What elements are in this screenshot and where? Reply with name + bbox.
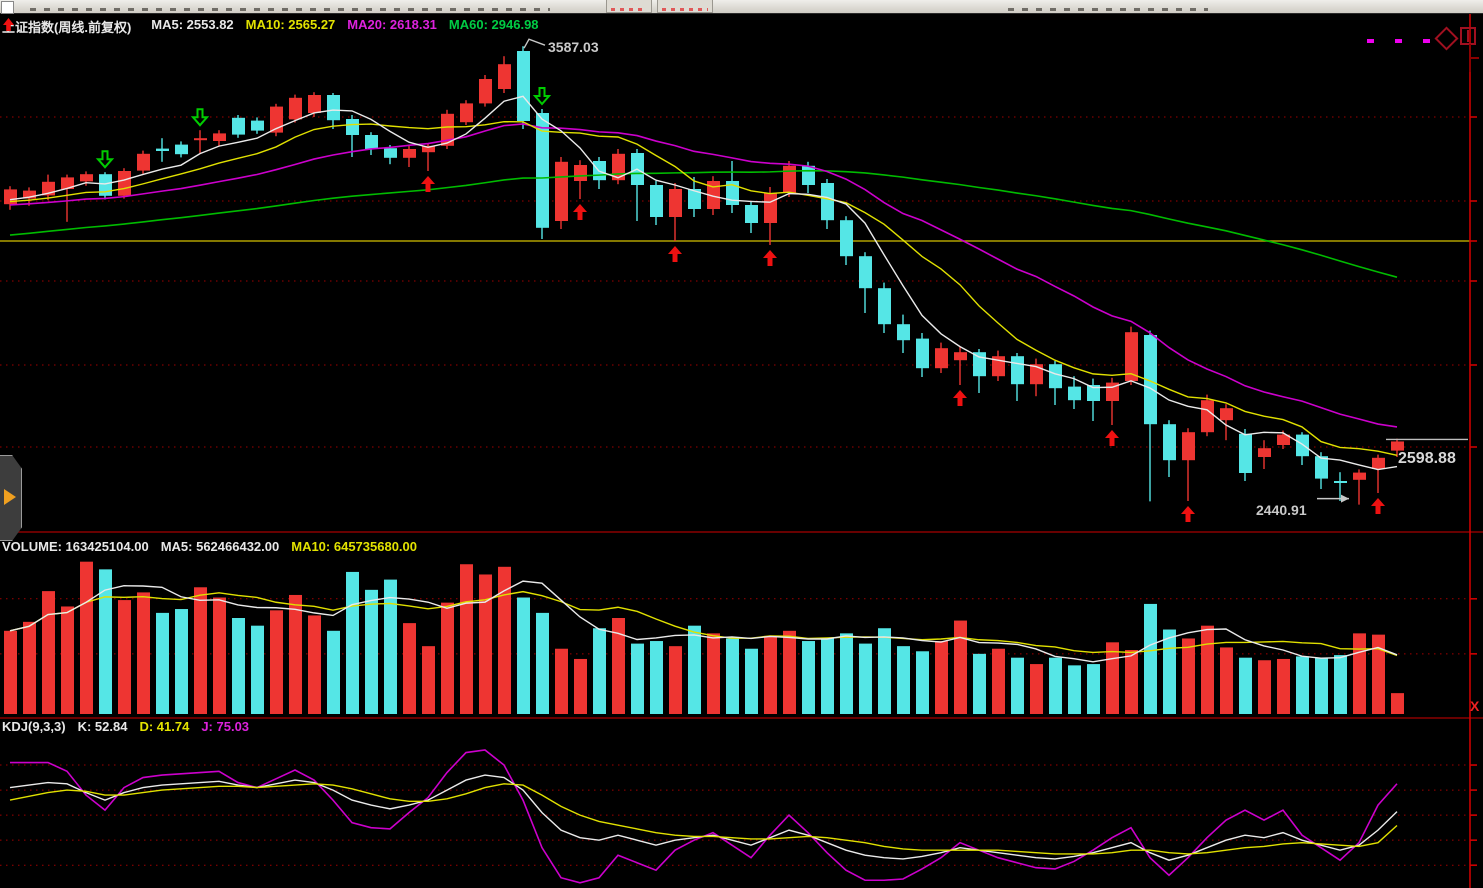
price-pane-header: 上证指数(周线.前复权) MA5: 2553.82 MA10: 2565.27 … <box>2 17 539 36</box>
kdj-d-label: D: 41.74 <box>139 719 190 734</box>
toolbar-quote-button-2[interactable] <box>657 0 713 13</box>
kdj-j-label: J: 75.03 <box>201 719 250 734</box>
kdj-pane-header: KDJ(9,3,3) K: 52.84 D: 41.74 J: 75.03 <box>2 719 249 734</box>
red-number-fragment <box>662 8 708 11</box>
symbol-title: 上证指数(周线.前复权) <box>2 20 132 35</box>
indicator-close-button[interactable]: X <box>1470 698 1480 714</box>
last-price-label: 2598.88 <box>1398 450 1456 467</box>
magenta-dot-icon <box>1423 39 1430 43</box>
chart-canvas[interactable] <box>0 14 1483 888</box>
kdj-name-label: KDJ(9,3,3) <box>2 719 66 734</box>
red-number-fragment <box>611 8 647 11</box>
chart-root: 上证指数(周线.前复权) MA5: 2553.82 MA10: 2565.27 … <box>0 14 1483 888</box>
sidebar-expand-tab[interactable] <box>0 455 22 541</box>
magenta-dot-icon <box>1395 39 1402 43</box>
menu-text-fragment <box>1008 8 1208 11</box>
ma60-label: MA60: 2946.98 <box>448 17 539 32</box>
ma10-label: MA10: 2565.27 <box>245 17 336 32</box>
magenta-dot-icon <box>1367 39 1374 43</box>
vol-ma10-label: MA10: 645735680.00 <box>291 539 417 554</box>
volume-label: VOLUME: 163425104.00 <box>2 539 149 554</box>
peak-price-annotation: 3587.03 <box>548 39 599 55</box>
toolbar-quote-button[interactable] <box>606 0 652 13</box>
low-price-annotation: 2440.91 <box>1256 502 1307 518</box>
top-toolbar <box>0 0 1483 14</box>
ma5-label: MA5: 2553.82 <box>151 17 234 32</box>
ma20-label: MA20: 2618.31 <box>347 17 437 32</box>
kdj-k-label: K: 52.84 <box>77 719 128 734</box>
vol-ma5-label: MA5: 562466432.00 <box>160 539 280 554</box>
menu-text-fragment <box>30 8 550 11</box>
window-icon[interactable] <box>1 1 14 14</box>
expand-arrow-icon <box>4 489 16 505</box>
volume-pane-header: VOLUME: 163425104.00 MA5: 562466432.00 M… <box>2 539 417 554</box>
